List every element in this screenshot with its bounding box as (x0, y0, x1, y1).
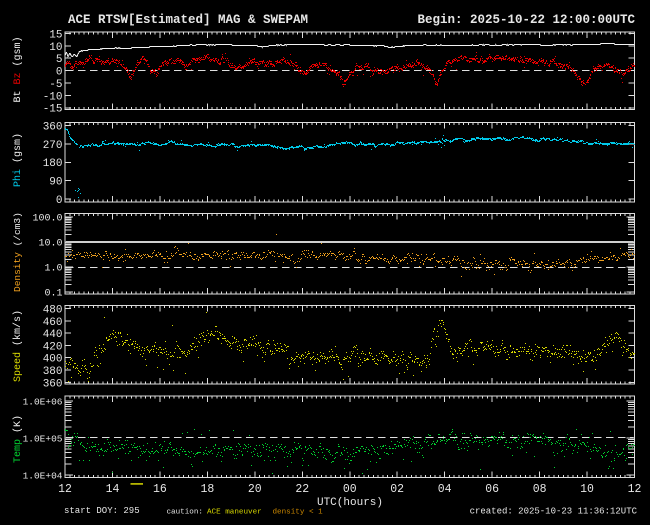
svg-text:created: 2025-10-23 11:36:12UT: created: 2025-10-23 11:36:12UTC (470, 507, 638, 517)
svg-text:Phi (gsm): Phi (gsm) (12, 133, 24, 187)
svg-text:1.0: 1.0 (44, 264, 62, 275)
svg-text:12: 12 (628, 483, 642, 496)
svg-text:380: 380 (43, 366, 63, 378)
svg-text:16: 16 (153, 483, 167, 496)
svg-text:440: 440 (43, 329, 63, 341)
svg-text:1.0E+04: 1.0E+04 (23, 470, 63, 481)
svg-text:5: 5 (56, 54, 63, 66)
svg-text:Speed (km/s): Speed (km/s) (12, 310, 24, 382)
svg-text:start DOY: 295: start DOY: 295 (64, 506, 140, 516)
svg-text:14: 14 (106, 483, 120, 496)
svg-text:10: 10 (49, 42, 62, 54)
svg-text:480: 480 (43, 305, 63, 317)
svg-text:12: 12 (58, 483, 72, 496)
svg-text:06: 06 (485, 483, 499, 496)
svg-text:10.0: 10.0 (38, 239, 62, 250)
svg-text:Temp (K): Temp (K) (12, 415, 24, 463)
svg-text:270: 270 (43, 140, 63, 152)
svg-text:100.0: 100.0 (32, 214, 62, 225)
svg-text:360: 360 (43, 122, 63, 134)
svg-text:420: 420 (43, 341, 63, 353)
svg-text:Begin: 2025-10-22 12:00:00UTC: Begin: 2025-10-22 12:00:00UTC (417, 13, 635, 27)
svg-text:460: 460 (43, 317, 63, 329)
svg-text:-5: -5 (49, 79, 62, 91)
svg-text:10: 10 (580, 483, 594, 496)
svg-text:ACE RTSW[Estimated] MAG & SWEP: ACE RTSW[Estimated] MAG & SWEPAM (68, 13, 308, 27)
svg-text:400: 400 (43, 354, 63, 366)
svg-text:density < 1: density < 1 (273, 509, 324, 517)
svg-text:ACE maneuver: ACE maneuver (207, 509, 262, 517)
svg-text:18: 18 (200, 483, 214, 496)
svg-text:-10: -10 (43, 91, 63, 103)
svg-text:02: 02 (390, 483, 404, 496)
svg-text:1.0E+06: 1.0E+06 (23, 396, 63, 407)
svg-text:caution:: caution: (167, 509, 203, 517)
svg-text:0: 0 (56, 67, 63, 79)
svg-text:00: 00 (343, 483, 357, 496)
svg-text:0: 0 (56, 195, 63, 207)
svg-text:22: 22 (295, 483, 309, 496)
svg-text:-15: -15 (43, 104, 63, 116)
svg-text:20: 20 (248, 483, 262, 496)
svg-text:Density (/cm3): Density (/cm3) (12, 212, 23, 292)
svg-text:15: 15 (49, 29, 62, 41)
svg-text:Bt Bz (gsm): Bt Bz (gsm) (12, 36, 24, 102)
svg-text:90: 90 (49, 177, 62, 189)
svg-text:UTC(hours): UTC(hours) (317, 497, 383, 509)
svg-text:360: 360 (43, 378, 63, 390)
svg-text:0.1: 0.1 (44, 289, 62, 300)
svg-text:1.0E+05: 1.0E+05 (23, 433, 63, 444)
svg-text:180: 180 (43, 158, 63, 170)
svg-text:08: 08 (533, 483, 547, 496)
svg-text:04: 04 (438, 483, 452, 496)
